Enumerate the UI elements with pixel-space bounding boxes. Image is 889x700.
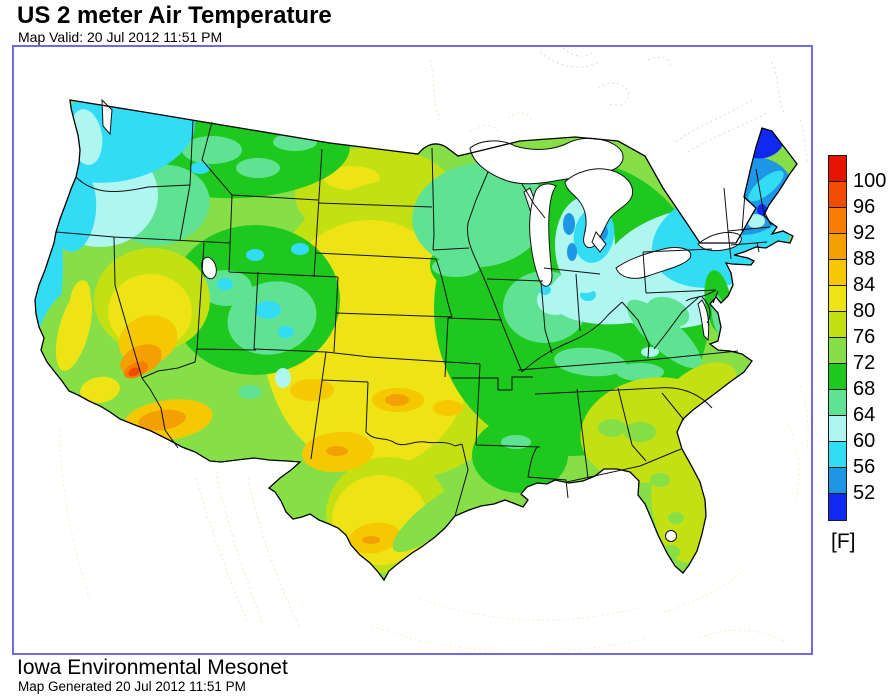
temperature-blob-92F: [138, 409, 186, 431]
temperature-blob-88F: [433, 400, 463, 416]
colorbar-segment: [828, 207, 847, 235]
lake-huron: [564, 168, 634, 249]
temperature-contour-field: [35, 100, 794, 573]
colorbar-segment: [828, 493, 847, 521]
temperature-blob-76F: [392, 479, 482, 553]
temperature-blob-100F: [128, 367, 140, 377]
temperature-blob-92F: [362, 536, 380, 544]
temperature-blob-68F: [432, 257, 480, 277]
colorbar-segment: [828, 311, 847, 339]
colorbar-tick-label: 96: [853, 196, 876, 218]
temperature-blob-68F: [412, 162, 548, 268]
temperature-blob-60F: [190, 162, 210, 174]
canada-coastline-dotted: [539, 47, 809, 165]
colorbar-tick-label: 72: [853, 352, 876, 374]
lake-okeechobee: [665, 530, 677, 542]
colorbar-tick-label: 100: [853, 170, 887, 192]
temperature-blob-92F: [385, 394, 409, 406]
temperature-blob-68F: [626, 299, 702, 369]
colorbar-tick-label: 92: [853, 222, 876, 244]
great-lakes: [101, 98, 742, 542]
colorbar-segment: [828, 415, 847, 443]
temperature-blob-56F: [563, 213, 575, 235]
temperature-blob-68F: [501, 435, 531, 449]
state-boundaries: [55, 119, 772, 517]
temperature-blob-84F: [324, 166, 380, 190]
temperature-blob-68F: [554, 347, 626, 377]
temperature-blob-76F: [668, 512, 684, 524]
temperature-blob-84F: [80, 376, 120, 404]
colorbar-tick-label: 68: [853, 378, 876, 400]
colorbar-segment: [828, 233, 847, 261]
temperature-blob-68F: [238, 385, 262, 399]
temperature-blob-64F: [275, 368, 291, 388]
colorbar-tick-label: 60: [853, 430, 876, 452]
temperature-blob-68F: [182, 136, 242, 164]
colorbar-segment: [828, 259, 847, 287]
temperature-blob-68F: [646, 296, 690, 328]
us-temperature-map: [34, 47, 809, 651]
temperature-blob-88F: [290, 379, 334, 401]
mexico-coastline-dotted: [195, 59, 533, 629]
temperature-blob-92F: [326, 446, 348, 456]
lake-michigan: [529, 183, 557, 287]
colorbar-tick-label: 80: [853, 300, 876, 322]
page-title: US 2 meter Air Temperature: [17, 2, 332, 29]
temperature-blob-64F: [641, 347, 659, 357]
temperature-blob-64F: [747, 214, 765, 228]
colorbar-segment: [828, 467, 847, 495]
map-frame: [12, 45, 813, 655]
colorbar-segment: [828, 155, 847, 183]
map-valid-timestamp: Map Valid: 20 Jul 2012 11:51 PM: [18, 29, 223, 45]
temperature-blob-72F: [472, 417, 568, 493]
temperature-blob-60F: [291, 243, 309, 255]
temperature-blob-60F: [217, 278, 233, 290]
temperature-blob-60F: [246, 249, 264, 261]
temperature-blob-76F: [624, 422, 656, 442]
colorbar-unit-label: [F]: [831, 530, 856, 553]
colorbar-segment: [828, 337, 847, 365]
colorbar-tick-label: 64: [853, 404, 876, 426]
colorbar-tick-label: 76: [853, 326, 876, 348]
colorbar-segment: [828, 363, 847, 391]
colorbar-segment: [828, 389, 847, 417]
saginaw-bay: [591, 231, 607, 253]
colorbar-tick-label: 88: [853, 248, 876, 270]
colorbar-tick-label: 56: [853, 456, 876, 478]
colorbar-segment: [828, 285, 847, 313]
temperature-blob-76F: [650, 473, 670, 487]
temperature-blob-60F: [278, 326, 294, 338]
ocean-graticule-dotted: [59, 385, 809, 651]
colorbar-legend: 100 96 92 88 84 80 76 72 68 64 60 56 52: [828, 155, 888, 521]
temperature-blob-56F: [567, 243, 577, 261]
attribution-organization: Iowa Environmental Mesonet: [17, 656, 288, 679]
temperature-blob-76F: [598, 419, 626, 437]
colorbar-tick-label: 52: [853, 482, 876, 504]
temperature-blob-68F: [236, 158, 280, 178]
temperature-blob-60F: [255, 301, 281, 319]
temperature-blob-68F: [273, 133, 317, 151]
temperature-blob-68F: [616, 363, 664, 381]
colorbar-segment: [828, 181, 847, 209]
chesapeake-bay: [697, 299, 710, 342]
temperature-blob-60F: [748, 170, 784, 202]
map-generated-timestamp: Map Generated 20 Jul 2012 11:51 PM: [18, 679, 246, 694]
temperature-blob-84F: [69, 280, 91, 320]
us-outline: [34, 99, 798, 582]
colorbar-tick-label: 84: [853, 274, 876, 296]
lake-ontario: [697, 231, 742, 252]
colorbar-segment: [828, 441, 847, 469]
